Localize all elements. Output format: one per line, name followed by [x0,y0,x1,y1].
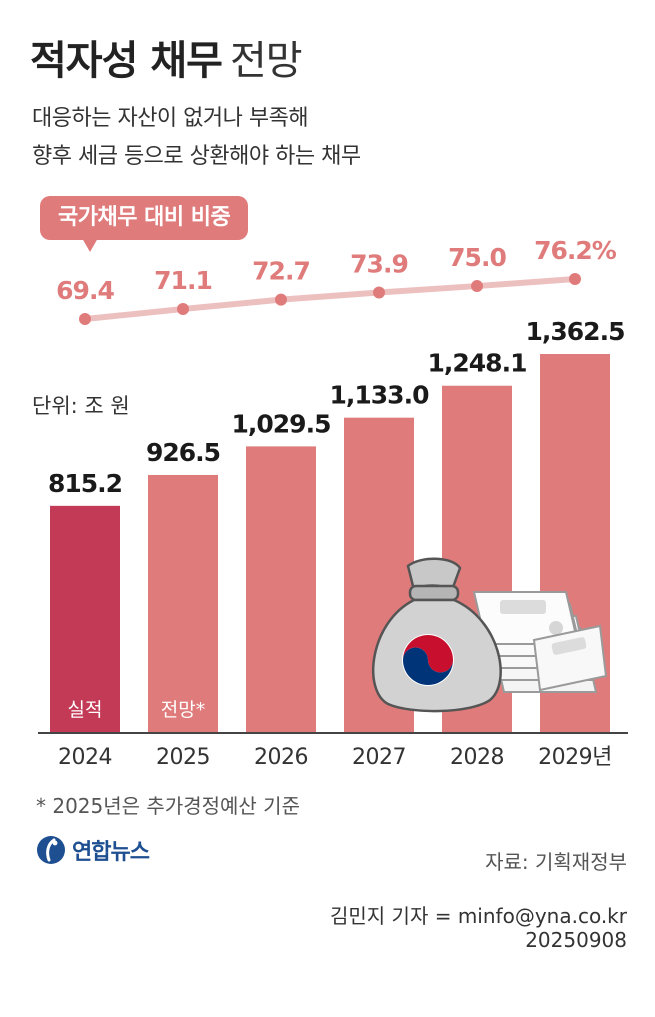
source-label: 자료: 기획재정부 [485,850,627,874]
money-bag-icon [371,557,502,713]
subtitle-line-2: 향후 세금 등으로 상환해야 하는 채무 [32,144,361,169]
yonhap-logo-icon [37,836,65,864]
bar-note-label: 전망* [161,699,205,721]
ratio-line-chart: 69.4 71.1 72.7 73.9 75.0 76.2% [56,236,618,325]
bar-value-label: 1,029.5 [232,409,331,438]
ratio-line [82,276,578,322]
ratio-badge: 국가채무 대비 비중 [40,196,249,240]
title-bold: 적자성 채무 [30,38,223,84]
ratio-point [569,273,581,285]
x-tick-label: 2025 [156,745,210,770]
ratio-value-label: 76.2% [534,236,617,265]
ratio-value-label: 75.0 [448,243,506,272]
bar-value-label: 1,362.5 [526,317,625,346]
x-tick-label: 2026 [254,745,308,770]
bar-note-label: 실적 [68,699,103,721]
yonhap-logo: 연합뉴스 [36,834,150,866]
debt-bar-chart: 815.2 2024 실적 926.5 2025 전망* 1,029.5 2026 1,133.… [48,317,626,770]
page-title: 적자성 채무 전망 [30,28,303,86]
x-tick-label: 2024 [58,745,112,770]
ratio-point [373,286,385,299]
ratio-point [471,280,483,293]
bar-2024 [50,505,120,732]
ratio-badge-tail [82,238,98,252]
ratio-point [275,293,287,306]
ratio-point [177,303,189,315]
x-tick-label: 2028 [450,745,504,770]
ratio-value-label: 72.7 [252,257,310,286]
x-tick-label: 2029년 [538,745,612,770]
bar-value-label: 1,248.1 [428,349,527,378]
logo-text: 연합뉴스 [72,840,150,865]
date-code: 20250908 [525,928,627,952]
bar-value-label: 926.5 [146,438,220,467]
ratio-value-label: 73.9 [350,250,408,279]
bar-value-label: 1,133.0 [330,381,430,410]
ratio-value-label: 71.1 [154,266,212,295]
bar-2025 [148,474,218,732]
unit-label: 단위: 조 원 [32,394,130,418]
ratio-point [79,313,91,325]
footnote: * 2025년은 추가경정예산 기준 [36,794,300,818]
title-light: 전망 [229,38,303,84]
reporter-credit: 김민지 기자 = minfo@yna.co.kr [330,904,627,928]
money-illustration [371,557,608,713]
ratio-value-label: 69.4 [56,276,114,305]
subtitle-line-1: 대응하는 자산이 없거나 부족해 [32,106,309,131]
x-tick-label: 2027 [352,745,406,770]
bar-value-label: 815.2 [48,469,122,498]
bar-2026 [246,446,316,732]
